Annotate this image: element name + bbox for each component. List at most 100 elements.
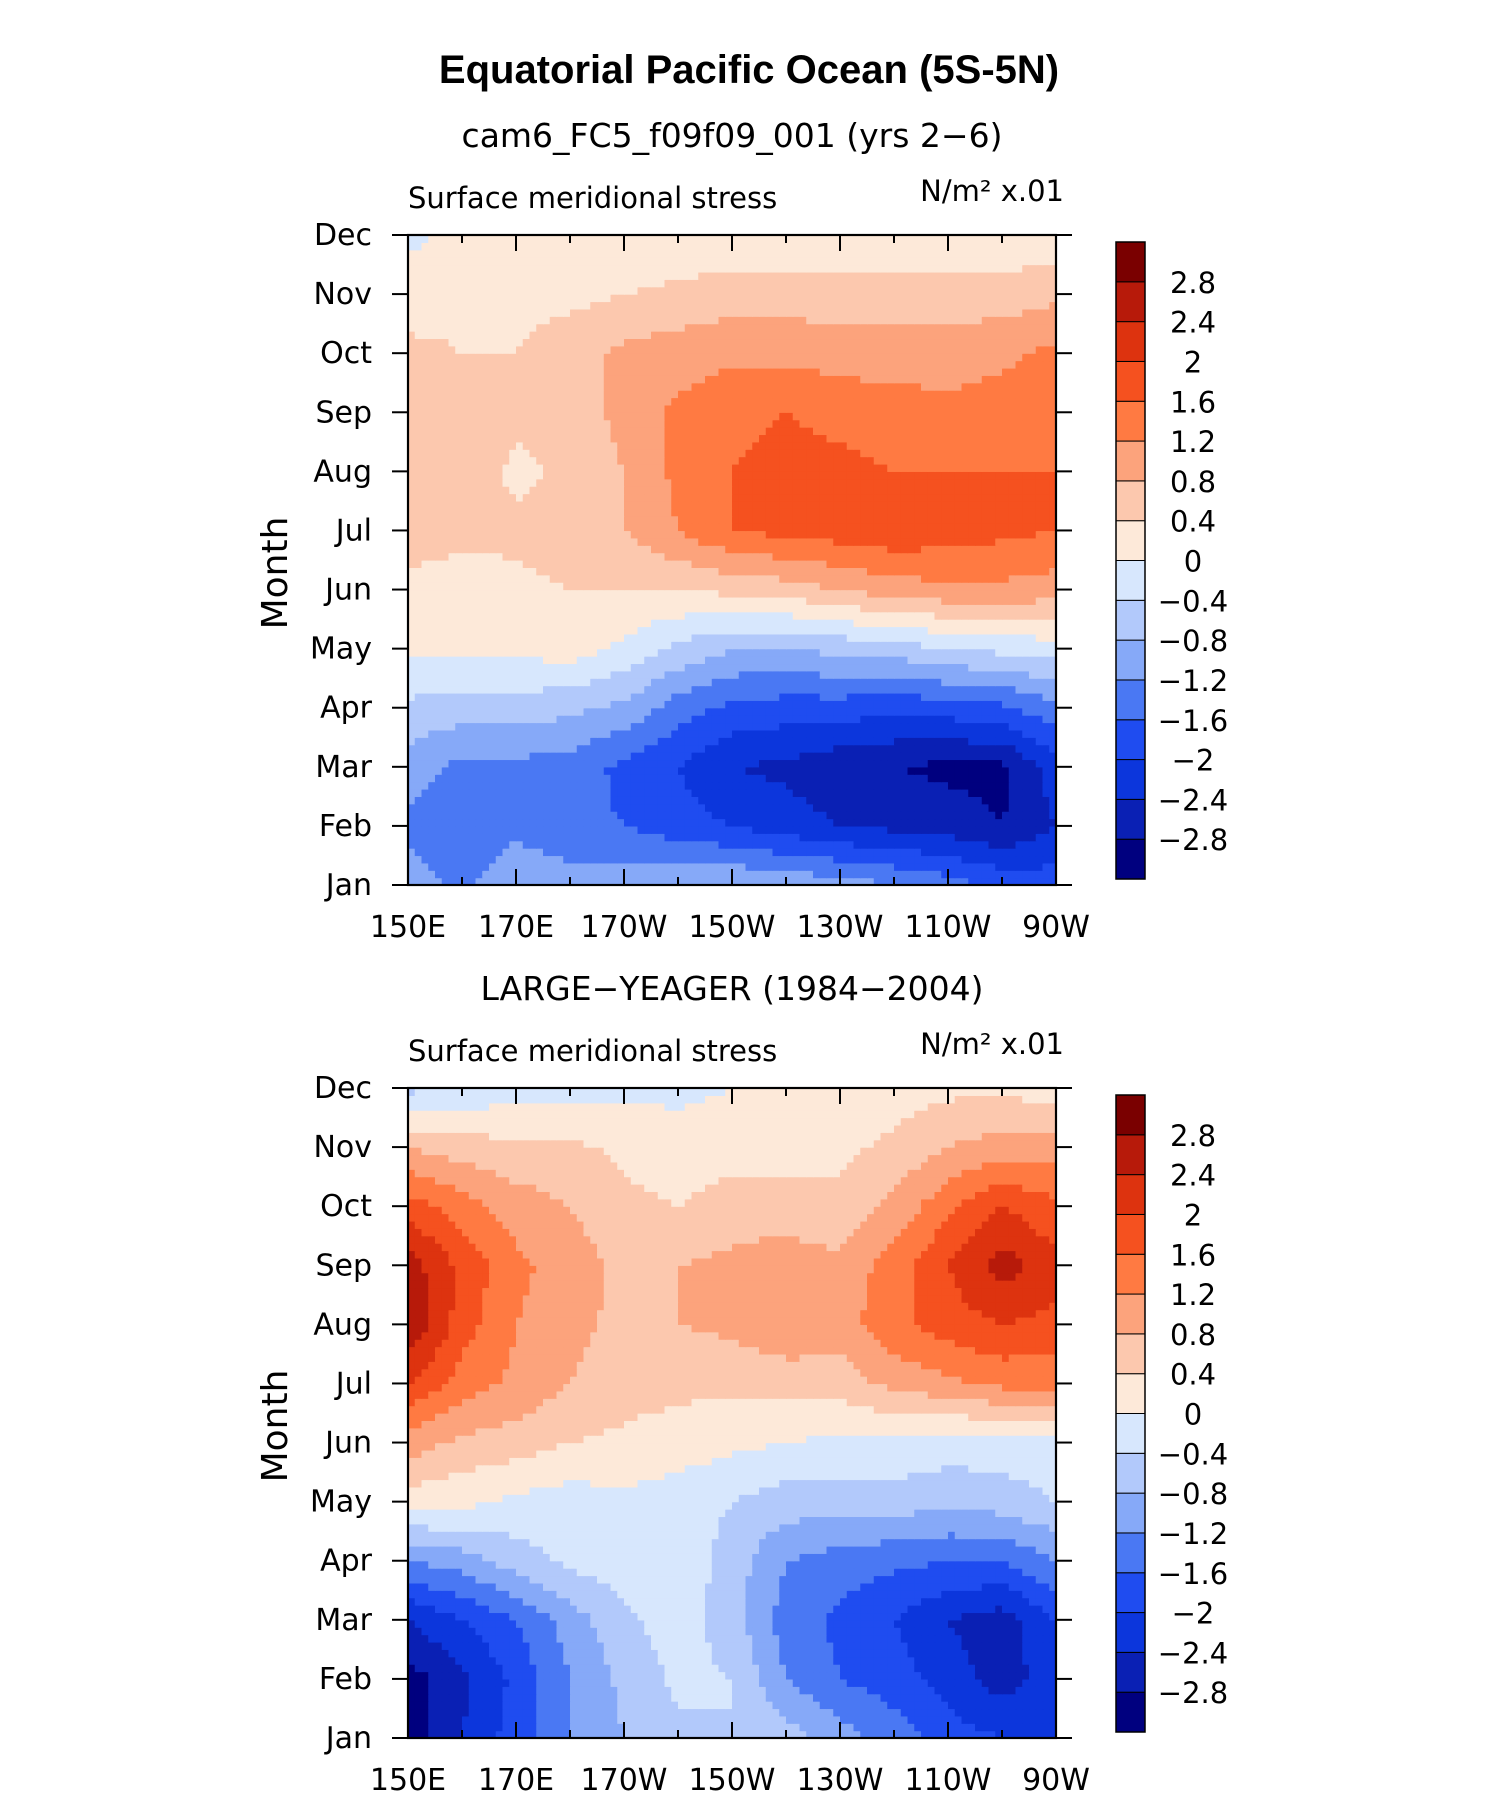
contour-cell xyxy=(549,722,558,731)
contour-cell xyxy=(414,729,423,738)
contour-cell xyxy=(927,552,936,561)
contour-cell xyxy=(948,840,956,849)
contour-cell xyxy=(671,796,679,805)
contour-cell xyxy=(624,582,632,591)
contour-cell xyxy=(968,855,976,864)
contour-cell xyxy=(752,692,760,701)
contour-cell xyxy=(583,752,591,761)
contour-cell xyxy=(509,855,517,864)
contour-cell xyxy=(981,670,990,679)
contour-cell xyxy=(995,781,1003,790)
contour-cell xyxy=(1015,537,1023,546)
contour-cell xyxy=(603,567,612,576)
contour-cell xyxy=(806,663,814,672)
contour-cell xyxy=(698,759,706,768)
contour-cell xyxy=(549,508,558,517)
contour-cell xyxy=(860,855,868,864)
contour-cell xyxy=(462,633,470,642)
contour-cell xyxy=(691,766,699,775)
contour-cell xyxy=(603,759,612,768)
contour-cell xyxy=(509,759,517,768)
contour-cell xyxy=(428,848,436,857)
contour-cell xyxy=(651,656,659,665)
contour-cell xyxy=(651,663,659,672)
contour-cell xyxy=(664,781,672,790)
contour-cell xyxy=(502,508,510,517)
contour-cell xyxy=(475,589,483,598)
contour-cell xyxy=(988,537,996,546)
contour-cell xyxy=(860,626,868,635)
contour-cell xyxy=(428,707,436,716)
contour-cell xyxy=(914,619,922,628)
contour-cell xyxy=(435,774,443,783)
contour-cell xyxy=(975,500,983,509)
contour-cell xyxy=(637,877,645,886)
contour-cell xyxy=(1022,855,1030,864)
contour-cell xyxy=(617,619,625,628)
contour-cell xyxy=(414,537,423,546)
contour-cell xyxy=(732,611,740,620)
contour-cell xyxy=(455,633,463,642)
contour-cell xyxy=(603,848,612,857)
contour-cell xyxy=(495,722,504,731)
contour-cell xyxy=(610,656,618,665)
contour-cell xyxy=(961,774,969,783)
contour-cell xyxy=(1042,537,1050,546)
contour-cell xyxy=(725,633,733,642)
contour-cell xyxy=(752,545,760,554)
contour-cell xyxy=(617,685,625,694)
contour-cell xyxy=(927,788,936,797)
contour-cell xyxy=(509,589,517,598)
contour-cell xyxy=(549,700,558,709)
contour-cell xyxy=(603,788,612,797)
contour-cell xyxy=(408,611,416,620)
contour-cell xyxy=(516,545,524,554)
contour-cell xyxy=(475,811,483,820)
contour-cell xyxy=(786,508,794,517)
contour-cell xyxy=(772,788,780,797)
contour-cell xyxy=(590,848,598,857)
contour-cell xyxy=(732,692,740,701)
contour-cell xyxy=(603,752,612,761)
contour-cell xyxy=(651,803,659,812)
contour-cell xyxy=(408,508,416,517)
contour-cell xyxy=(468,722,477,731)
contour-cell xyxy=(502,685,510,694)
contour-cell xyxy=(651,700,659,709)
contour-cell xyxy=(779,752,787,761)
contour-cell xyxy=(840,700,848,709)
contour-cell xyxy=(718,545,726,554)
contour-cell xyxy=(786,515,794,524)
contour-cell xyxy=(509,619,517,628)
contour-cell xyxy=(792,855,801,864)
contour-cell xyxy=(813,582,821,591)
contour-cell xyxy=(873,611,882,620)
contour-cell xyxy=(806,833,814,842)
contour-cell xyxy=(880,500,888,509)
contour-cell xyxy=(1015,641,1023,650)
contour-cell xyxy=(921,811,929,820)
contour-cell xyxy=(1022,818,1030,827)
contour-cell xyxy=(462,604,470,613)
contour-cell xyxy=(921,530,929,539)
contour-cell xyxy=(455,685,463,694)
contour-cell xyxy=(455,552,463,561)
contour-cell xyxy=(529,589,537,598)
contour-cell xyxy=(482,840,490,849)
contour-cell xyxy=(792,589,801,598)
contour-cell xyxy=(441,862,450,871)
contour-cell xyxy=(516,515,524,524)
contour-cell xyxy=(786,574,794,583)
contour-cell xyxy=(799,774,807,783)
contour-cell xyxy=(448,692,456,701)
contour-cell xyxy=(900,840,909,849)
contour-cell xyxy=(1002,796,1010,805)
contour-cell xyxy=(495,840,504,849)
contour-cell xyxy=(435,752,443,761)
contour-cell xyxy=(948,870,956,879)
contour-cell xyxy=(907,596,915,605)
contour-cell xyxy=(779,788,787,797)
contour-cell xyxy=(738,537,747,546)
contour-cell xyxy=(617,870,625,879)
contour-cell xyxy=(1008,537,1017,546)
